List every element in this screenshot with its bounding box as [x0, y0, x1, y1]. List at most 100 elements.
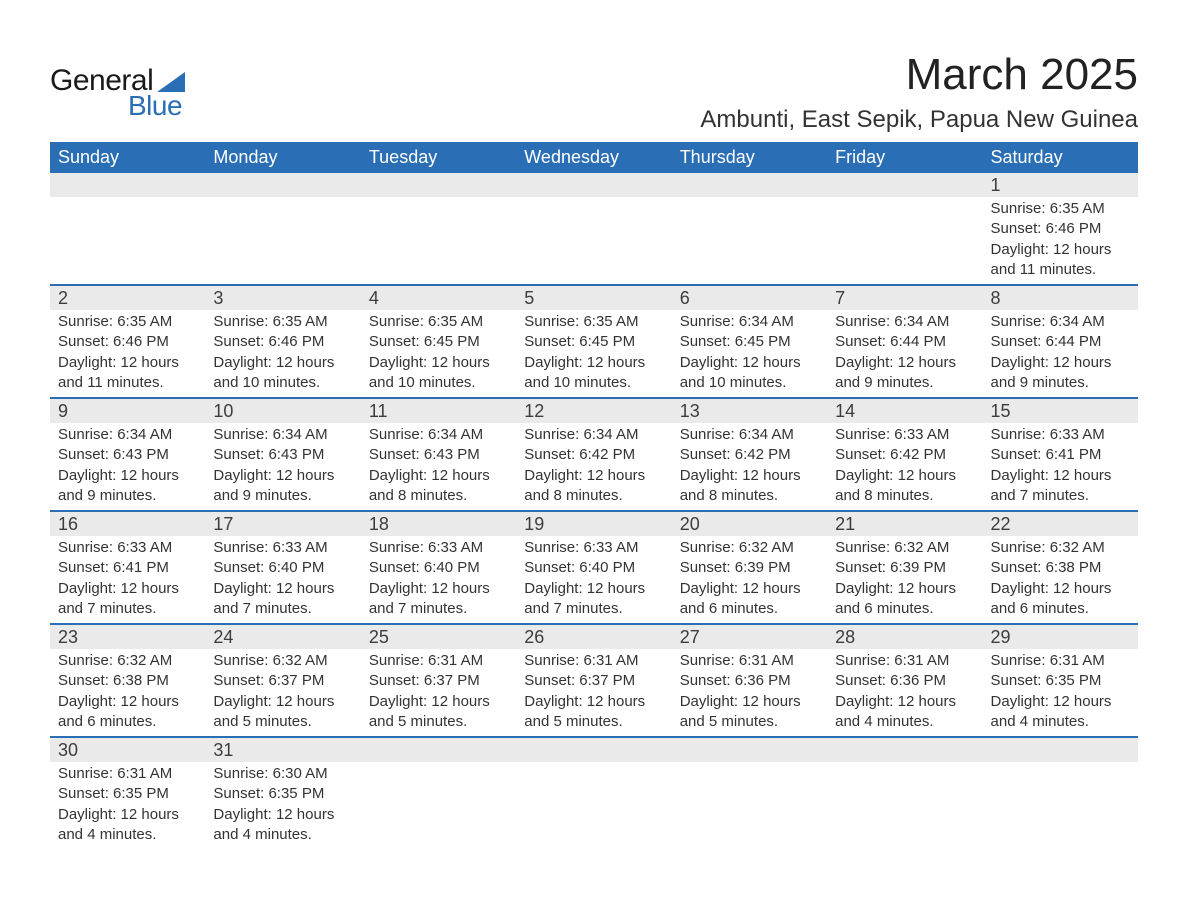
sunset-text: Sunset: 6:35 PM	[58, 784, 197, 804]
day-number-cell	[672, 737, 827, 762]
sunrise-text: Sunrise: 6:34 AM	[991, 312, 1130, 332]
daylight-text-2: and 8 minutes.	[524, 486, 663, 506]
day-info-cell	[205, 197, 360, 285]
day-info-cell	[516, 762, 671, 849]
day-info-cell	[983, 762, 1138, 849]
sunset-text: Sunset: 6:43 PM	[369, 445, 508, 465]
daylight-text-2: and 11 minutes.	[58, 373, 197, 393]
day-info-cell: Sunrise: 6:31 AMSunset: 6:36 PMDaylight:…	[672, 649, 827, 737]
daylight-text-2: and 7 minutes.	[58, 599, 197, 619]
day-number-cell	[361, 173, 516, 197]
day-info-cell: Sunrise: 6:32 AMSunset: 6:39 PMDaylight:…	[827, 536, 982, 624]
day-info-cell: Sunrise: 6:34 AMSunset: 6:43 PMDaylight:…	[361, 423, 516, 511]
day-number-cell	[516, 173, 671, 197]
sunrise-text: Sunrise: 6:31 AM	[58, 764, 197, 784]
weekday-header: Friday	[827, 142, 982, 173]
day-number-cell: 10	[205, 398, 360, 423]
day-number-cell: 22	[983, 511, 1138, 536]
daylight-text-1: Daylight: 12 hours	[835, 353, 974, 373]
daylight-text-2: and 8 minutes.	[369, 486, 508, 506]
daylight-text-1: Daylight: 12 hours	[524, 692, 663, 712]
daylight-text-1: Daylight: 12 hours	[991, 692, 1130, 712]
weekday-header: Saturday	[983, 142, 1138, 173]
sunrise-text: Sunrise: 6:32 AM	[58, 651, 197, 671]
weekday-header-row: Sunday Monday Tuesday Wednesday Thursday…	[50, 142, 1138, 173]
daylight-text-2: and 5 minutes.	[369, 712, 508, 732]
daylight-text-2: and 7 minutes.	[369, 599, 508, 619]
day-number-row: 3031	[50, 737, 1138, 762]
day-number-cell: 18	[361, 511, 516, 536]
day-number-cell: 1	[983, 173, 1138, 197]
day-info-cell: Sunrise: 6:35 AMSunset: 6:46 PMDaylight:…	[983, 197, 1138, 285]
day-info-cell: Sunrise: 6:34 AMSunset: 6:44 PMDaylight:…	[827, 310, 982, 398]
sunrise-text: Sunrise: 6:35 AM	[991, 199, 1130, 219]
daylight-text-1: Daylight: 12 hours	[991, 240, 1130, 260]
daylight-text-1: Daylight: 12 hours	[369, 466, 508, 486]
day-number-cell: 8	[983, 285, 1138, 310]
sunset-text: Sunset: 6:45 PM	[524, 332, 663, 352]
daylight-text-2: and 6 minutes.	[835, 599, 974, 619]
calendar-table: Sunday Monday Tuesday Wednesday Thursday…	[50, 142, 1138, 849]
daylight-text-1: Daylight: 12 hours	[524, 579, 663, 599]
day-info-cell: Sunrise: 6:31 AMSunset: 6:37 PMDaylight:…	[361, 649, 516, 737]
day-info-cell: Sunrise: 6:34 AMSunset: 6:42 PMDaylight:…	[516, 423, 671, 511]
sunset-text: Sunset: 6:46 PM	[58, 332, 197, 352]
sunset-text: Sunset: 6:41 PM	[58, 558, 197, 578]
daylight-text-2: and 4 minutes.	[835, 712, 974, 732]
daylight-text-2: and 10 minutes.	[524, 373, 663, 393]
sunset-text: Sunset: 6:45 PM	[369, 332, 508, 352]
sunrise-text: Sunrise: 6:31 AM	[680, 651, 819, 671]
day-info-row: Sunrise: 6:32 AMSunset: 6:38 PMDaylight:…	[50, 649, 1138, 737]
daylight-text-1: Daylight: 12 hours	[991, 466, 1130, 486]
day-info-cell	[361, 762, 516, 849]
weekday-header: Thursday	[672, 142, 827, 173]
daylight-text-1: Daylight: 12 hours	[991, 579, 1130, 599]
day-number-cell: 12	[516, 398, 671, 423]
daylight-text-2: and 6 minutes.	[991, 599, 1130, 619]
daylight-text-2: and 9 minutes.	[991, 373, 1130, 393]
day-info-cell	[672, 762, 827, 849]
sunrise-text: Sunrise: 6:32 AM	[680, 538, 819, 558]
sunset-text: Sunset: 6:40 PM	[213, 558, 352, 578]
sunset-text: Sunset: 6:42 PM	[680, 445, 819, 465]
weekday-header: Tuesday	[361, 142, 516, 173]
day-number-cell: 21	[827, 511, 982, 536]
sunset-text: Sunset: 6:40 PM	[524, 558, 663, 578]
day-number-cell: 25	[361, 624, 516, 649]
daylight-text-2: and 5 minutes.	[524, 712, 663, 732]
day-info-cell: Sunrise: 6:31 AMSunset: 6:35 PMDaylight:…	[983, 649, 1138, 737]
sunrise-text: Sunrise: 6:34 AM	[680, 425, 819, 445]
day-info-cell: Sunrise: 6:33 AMSunset: 6:41 PMDaylight:…	[983, 423, 1138, 511]
daylight-text-1: Daylight: 12 hours	[680, 353, 819, 373]
sunset-text: Sunset: 6:36 PM	[680, 671, 819, 691]
sunset-text: Sunset: 6:38 PM	[991, 558, 1130, 578]
day-number-cell: 13	[672, 398, 827, 423]
sunrise-text: Sunrise: 6:34 AM	[524, 425, 663, 445]
day-info-row: Sunrise: 6:33 AMSunset: 6:41 PMDaylight:…	[50, 536, 1138, 624]
day-number-cell: 2	[50, 285, 205, 310]
sunset-text: Sunset: 6:42 PM	[524, 445, 663, 465]
day-number-cell: 23	[50, 624, 205, 649]
day-info-cell: Sunrise: 6:35 AMSunset: 6:46 PMDaylight:…	[50, 310, 205, 398]
daylight-text-1: Daylight: 12 hours	[835, 579, 974, 599]
day-info-cell	[516, 197, 671, 285]
day-number-cell: 15	[983, 398, 1138, 423]
daylight-text-1: Daylight: 12 hours	[369, 353, 508, 373]
day-number-cell: 14	[827, 398, 982, 423]
sunrise-text: Sunrise: 6:31 AM	[835, 651, 974, 671]
sunset-text: Sunset: 6:37 PM	[369, 671, 508, 691]
sunset-text: Sunset: 6:43 PM	[58, 445, 197, 465]
sunset-text: Sunset: 6:44 PM	[835, 332, 974, 352]
day-info-cell: Sunrise: 6:34 AMSunset: 6:45 PMDaylight:…	[672, 310, 827, 398]
daylight-text-2: and 7 minutes.	[213, 599, 352, 619]
day-number-cell: 27	[672, 624, 827, 649]
daylight-text-1: Daylight: 12 hours	[213, 353, 352, 373]
sunset-text: Sunset: 6:37 PM	[213, 671, 352, 691]
sunrise-text: Sunrise: 6:33 AM	[835, 425, 974, 445]
sunrise-text: Sunrise: 6:34 AM	[369, 425, 508, 445]
daylight-text-1: Daylight: 12 hours	[369, 579, 508, 599]
daylight-text-1: Daylight: 12 hours	[680, 466, 819, 486]
day-info-row: Sunrise: 6:31 AMSunset: 6:35 PMDaylight:…	[50, 762, 1138, 849]
day-number-cell	[205, 173, 360, 197]
day-number-cell: 9	[50, 398, 205, 423]
